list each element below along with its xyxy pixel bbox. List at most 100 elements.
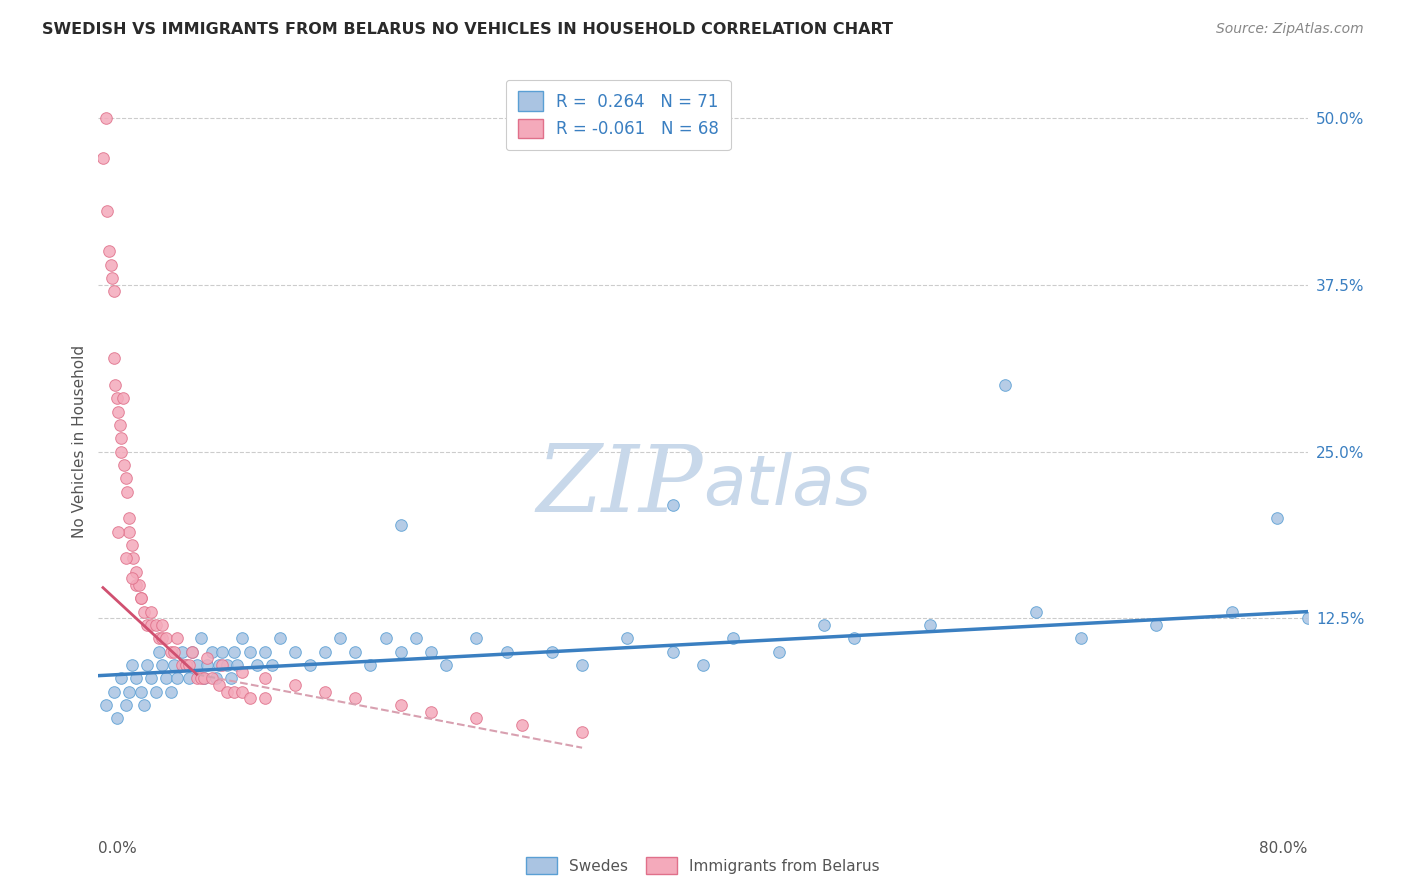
Point xyxy=(844,632,866,646)
Point xyxy=(211,657,233,672)
Point xyxy=(190,632,212,646)
Point xyxy=(186,657,208,672)
Point xyxy=(314,645,336,659)
Point xyxy=(1070,632,1092,646)
Point xyxy=(174,657,197,672)
Point xyxy=(110,431,132,445)
Point xyxy=(118,684,141,698)
Point xyxy=(145,618,167,632)
Point xyxy=(103,684,125,698)
Legend: R =  0.264   N = 71, R = -0.061   N = 68: R = 0.264 N = 71, R = -0.061 N = 68 xyxy=(506,79,731,150)
Text: SWEDISH VS IMMIGRANTS FROM BELARUS NO VEHICLES IN HOUSEHOLD CORRELATION CHART: SWEDISH VS IMMIGRANTS FROM BELARUS NO VE… xyxy=(42,22,893,37)
Point xyxy=(115,484,138,499)
Point xyxy=(253,671,276,685)
Point xyxy=(150,618,173,632)
Point xyxy=(121,571,143,585)
Point xyxy=(110,444,132,458)
Point xyxy=(405,632,427,646)
Point xyxy=(262,657,284,672)
Point xyxy=(284,645,307,659)
Point xyxy=(105,391,128,405)
Point xyxy=(221,671,243,685)
Point xyxy=(100,258,122,272)
Point xyxy=(103,351,125,366)
Point xyxy=(181,645,204,659)
Point xyxy=(540,645,562,659)
Point xyxy=(374,632,396,646)
Point xyxy=(94,111,117,125)
Point xyxy=(110,671,132,685)
Point xyxy=(571,657,593,672)
Point xyxy=(231,684,253,698)
Point xyxy=(132,605,155,619)
Point xyxy=(107,524,129,539)
Point xyxy=(195,651,218,665)
Legend: Swedes, Immigrants from Belarus: Swedes, Immigrants from Belarus xyxy=(520,851,886,880)
Point xyxy=(150,632,173,646)
Point xyxy=(186,671,208,685)
Point xyxy=(179,671,201,685)
Point xyxy=(125,578,148,592)
Point xyxy=(208,657,231,672)
Point xyxy=(344,645,367,659)
Point xyxy=(231,632,253,646)
Point xyxy=(389,517,412,532)
Point xyxy=(239,645,262,659)
Point xyxy=(226,657,249,672)
Point xyxy=(918,618,941,632)
Point xyxy=(215,657,238,672)
Point xyxy=(112,458,135,472)
Point xyxy=(107,404,129,418)
Point xyxy=(1220,605,1243,619)
Point xyxy=(141,618,163,632)
Point xyxy=(465,632,488,646)
Point xyxy=(994,377,1017,392)
Point xyxy=(141,671,163,685)
Point xyxy=(160,684,183,698)
Point xyxy=(150,657,173,672)
Point xyxy=(132,698,155,712)
Text: 80.0%: 80.0% xyxy=(1260,841,1308,856)
Point xyxy=(510,718,533,732)
Point xyxy=(128,578,150,592)
Point xyxy=(661,498,683,512)
Point xyxy=(170,657,193,672)
Point xyxy=(193,671,215,685)
Point xyxy=(231,665,253,679)
Text: atlas: atlas xyxy=(703,452,870,519)
Point xyxy=(179,657,201,672)
Point xyxy=(284,678,307,692)
Point xyxy=(174,657,197,672)
Point xyxy=(314,684,336,698)
Text: 0.0%: 0.0% xyxy=(98,841,138,856)
Point xyxy=(96,204,118,219)
Text: ZIP: ZIP xyxy=(536,441,703,531)
Point xyxy=(269,632,291,646)
Point xyxy=(129,591,152,606)
Point xyxy=(98,244,121,259)
Point xyxy=(141,605,163,619)
Point xyxy=(148,645,170,659)
Point xyxy=(91,151,114,165)
Point xyxy=(813,618,835,632)
Point xyxy=(94,698,117,712)
Point xyxy=(389,645,412,659)
Point xyxy=(253,645,276,659)
Point xyxy=(1144,618,1167,632)
Point xyxy=(121,657,143,672)
Y-axis label: No Vehicles in Household: No Vehicles in Household xyxy=(72,345,87,538)
Point xyxy=(208,678,231,692)
Point xyxy=(616,632,638,646)
Point xyxy=(163,657,186,672)
Point xyxy=(181,645,204,659)
Point xyxy=(692,657,714,672)
Point xyxy=(114,551,136,566)
Point xyxy=(135,657,157,672)
Point xyxy=(114,698,136,712)
Point xyxy=(434,657,457,672)
Point xyxy=(215,684,238,698)
Point xyxy=(103,285,125,299)
Point xyxy=(1267,511,1289,525)
Point xyxy=(104,377,127,392)
Point xyxy=(114,471,136,485)
